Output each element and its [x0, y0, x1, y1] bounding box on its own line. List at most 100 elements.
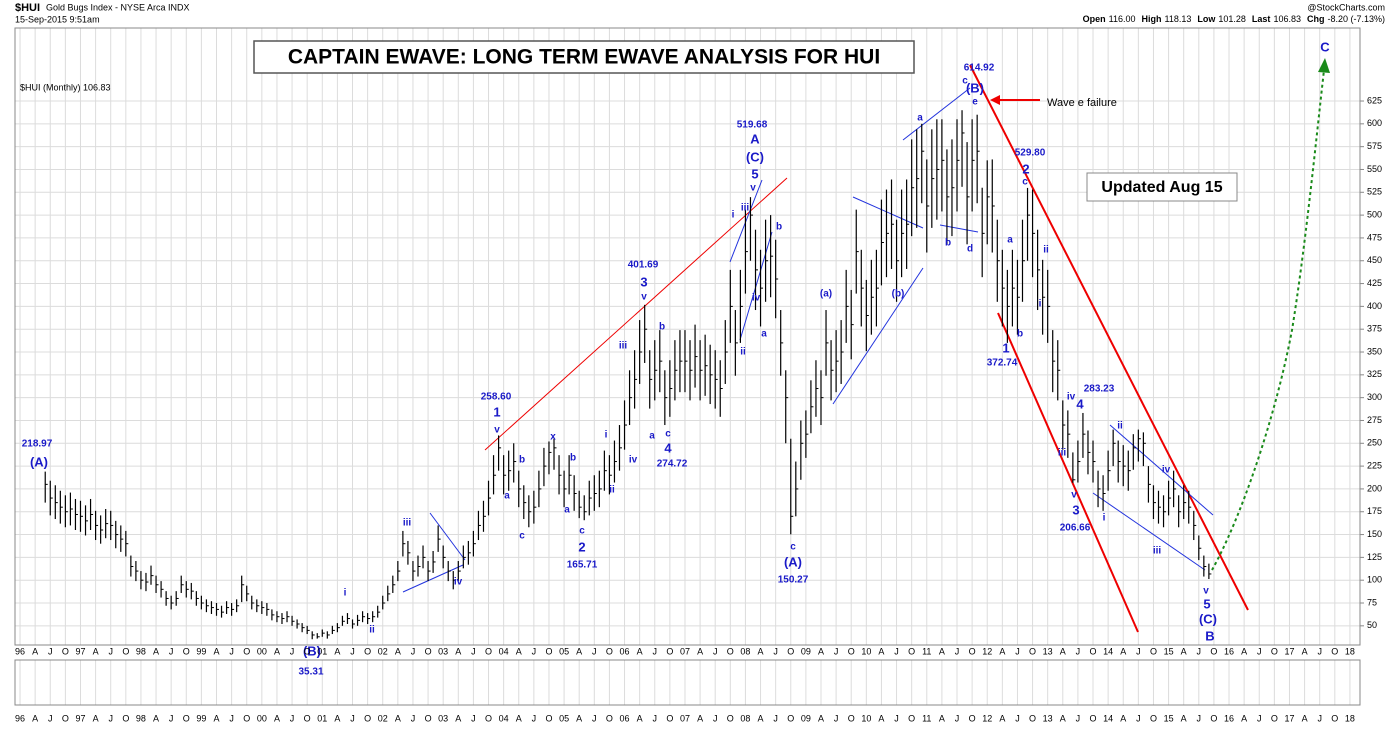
y-tick-label: 200	[1367, 483, 1382, 493]
projection-head	[1318, 58, 1330, 73]
x-tick-label: O	[364, 646, 371, 656]
x-tick-label: A	[153, 646, 159, 656]
x-tick-label: 06	[620, 646, 630, 656]
quote-value: 116.00	[1109, 14, 1136, 24]
y-tick-label: 625	[1367, 95, 1382, 105]
x-tick-label: A	[1181, 646, 1187, 656]
x-tick-label: O	[1271, 646, 1278, 656]
x-tick-label: J	[169, 646, 174, 656]
x-tick-label: J	[894, 646, 899, 656]
x-tick-label: A	[213, 646, 219, 656]
x-tick-label: A	[637, 713, 643, 723]
x-tick-label: A	[576, 713, 582, 723]
quote-value: -8.20 (-7.13%)	[1327, 14, 1385, 24]
x-tick-label: 01	[317, 646, 327, 656]
y-tick-label: 475	[1367, 232, 1382, 242]
quote-label: Low	[1197, 14, 1216, 24]
x-tick-label: J	[229, 713, 234, 723]
x-tick-label: J	[471, 713, 476, 723]
source: @StockCharts.com	[1307, 2, 1385, 12]
x-tick-label: J	[48, 646, 53, 656]
x-tick-label: O	[787, 646, 794, 656]
x-tick-label: 05	[559, 713, 569, 723]
wave-label: iii	[1153, 546, 1162, 557]
x-tick-label: O	[485, 713, 492, 723]
x-tick-label: A	[576, 646, 582, 656]
x-tick-label: 00	[257, 646, 267, 656]
x-tick-label: O	[304, 646, 311, 656]
wave-label: 4	[664, 440, 672, 455]
x-tick-label: O	[62, 713, 69, 723]
x-tick-label: 00	[257, 713, 267, 723]
y-tick-label: 50	[1367, 620, 1377, 630]
x-tick-label: A	[395, 646, 401, 656]
x-tick-label: J	[713, 713, 718, 723]
x-tick-label: J	[48, 713, 53, 723]
x-tick-label: O	[606, 713, 613, 723]
y-tick-label: 500	[1367, 209, 1382, 219]
trend-line	[902, 87, 971, 141]
x-tick-label: J	[834, 713, 839, 723]
y-tick-label: 400	[1367, 301, 1382, 311]
title-box	[253, 40, 915, 74]
x-tick-label: O	[969, 713, 976, 723]
trend-line	[1092, 492, 1206, 571]
x-tick-label: 97	[75, 713, 85, 723]
wave-label: c	[665, 429, 671, 440]
y-tick-label: 525	[1367, 187, 1382, 197]
quote-label: Last	[1252, 14, 1271, 24]
wave-label: iv	[752, 293, 761, 304]
wave-label: 1	[493, 404, 500, 419]
x-tick-label: A	[213, 713, 219, 723]
wave-label: b	[776, 222, 782, 233]
wave-label: c	[790, 542, 796, 553]
x-tick-label: 10	[861, 646, 871, 656]
trend-line	[852, 196, 924, 229]
quote-label: Open	[1083, 14, 1106, 24]
x-tick-label: J	[1197, 646, 1202, 656]
x-tick-label: O	[727, 646, 734, 656]
wave-label: B	[1205, 628, 1214, 643]
x-tick-label: O	[606, 646, 613, 656]
wave-label: ii	[609, 485, 615, 496]
x-tick-label: J	[1317, 713, 1322, 723]
x-tick-label: A	[878, 713, 884, 723]
x-tick-label: A	[1241, 646, 1247, 656]
x-tick-label: 99	[196, 713, 206, 723]
wave-label: iii	[403, 518, 412, 529]
x-tick-label: A	[939, 646, 945, 656]
wave-label: 1	[1002, 340, 1009, 355]
x-tick-label: O	[787, 713, 794, 723]
wave-label: i	[1103, 513, 1106, 524]
wave-label: iii	[619, 341, 628, 352]
x-tick-label: O	[1090, 646, 1097, 656]
x-tick-label: J	[1317, 646, 1322, 656]
x-tick-label: A	[818, 713, 824, 723]
wave-label: c	[1022, 177, 1028, 188]
wave-label: 165.71	[567, 560, 598, 571]
x-tick-label: A	[455, 646, 461, 656]
x-tick-label: J	[834, 646, 839, 656]
x-tick-label: 08	[740, 646, 750, 656]
x-tick-label: 12	[982, 713, 992, 723]
wave-label: (C)	[746, 149, 764, 164]
wave-label: a	[504, 491, 510, 502]
wave-label: i	[344, 588, 347, 599]
x-tick-label: O	[1210, 646, 1217, 656]
x-tick-label: J	[350, 646, 355, 656]
trend-line	[429, 512, 466, 561]
x-tick-label: O	[1331, 713, 1338, 723]
index-name: Gold Bugs Index - NYSE Arca INDX	[46, 2, 190, 12]
wave-label: iv	[1162, 465, 1171, 476]
x-tick-label: O	[485, 646, 492, 656]
x-tick-label: O	[243, 713, 250, 723]
trend-line	[1109, 424, 1214, 516]
x-tick-label: J	[1076, 713, 1081, 723]
wave-label: v	[750, 183, 756, 194]
x-tick-label: J	[411, 713, 416, 723]
x-tick-label: O	[727, 713, 734, 723]
x-tick-label: J	[653, 646, 658, 656]
x-tick-label: J	[471, 646, 476, 656]
x-tick-label: 97	[75, 646, 85, 656]
y-tick-label: 150	[1367, 529, 1382, 539]
